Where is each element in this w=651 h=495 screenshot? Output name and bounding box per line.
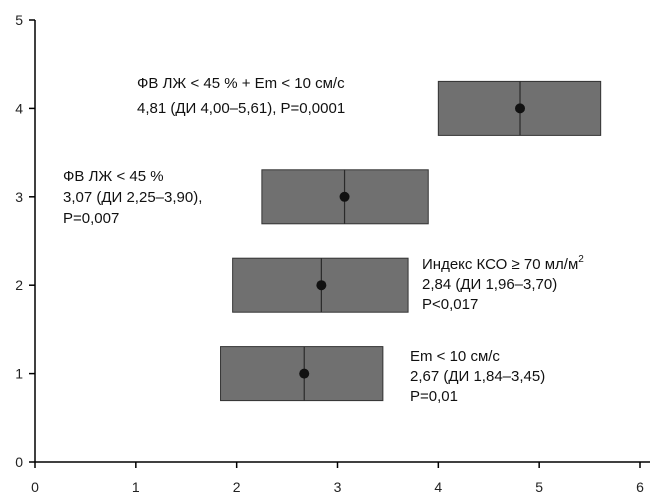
x-tick-label: 0 <box>31 479 39 495</box>
y-tick-label: 3 <box>15 189 23 205</box>
y-tick-label: 4 <box>15 100 23 116</box>
x-tick-label: 5 <box>535 479 543 495</box>
item-label-line: P=0,007 <box>63 210 119 227</box>
item-label-line: 3,07 (ДИ 2,25–3,90), <box>63 189 202 206</box>
estimate-point <box>515 103 526 114</box>
x-tick-label: 6 <box>636 479 644 495</box>
item-label-line: ФВ ЛЖ < 45 % + Em < 10 см/с <box>137 75 345 92</box>
y-tick-label: 2 <box>15 277 23 293</box>
item-label-line: Индекс КСО ≥ 70 мл/м2 <box>422 254 584 273</box>
item-label-line: ФВ ЛЖ < 45 % <box>63 168 164 185</box>
x-tick-label: 1 <box>132 479 140 495</box>
item-label-line: 2,67 (ДИ 1,84–3,45) <box>410 368 545 385</box>
item-label-line: 4,81 (ДИ 4,00–5,61), P=0,0001 <box>137 100 345 117</box>
x-tick-label: 2 <box>233 479 241 495</box>
estimate-point <box>316 280 327 291</box>
y-tick-label: 1 <box>15 366 23 382</box>
item-label-line: P<0,017 <box>422 296 478 313</box>
item-label-line: Em < 10 см/с <box>410 348 500 365</box>
item-label-line: 2,84 (ДИ 1,96–3,70) <box>422 276 557 293</box>
y-tick-label: 0 <box>15 454 23 470</box>
superscript: 2 <box>578 254 584 265</box>
y-tick-label: 5 <box>15 12 23 28</box>
x-tick-label: 4 <box>434 479 442 495</box>
estimate-point <box>339 191 350 202</box>
estimate-point <box>299 368 310 379</box>
x-tick-label: 3 <box>334 479 342 495</box>
item-label-line: P=0,01 <box>410 388 458 405</box>
